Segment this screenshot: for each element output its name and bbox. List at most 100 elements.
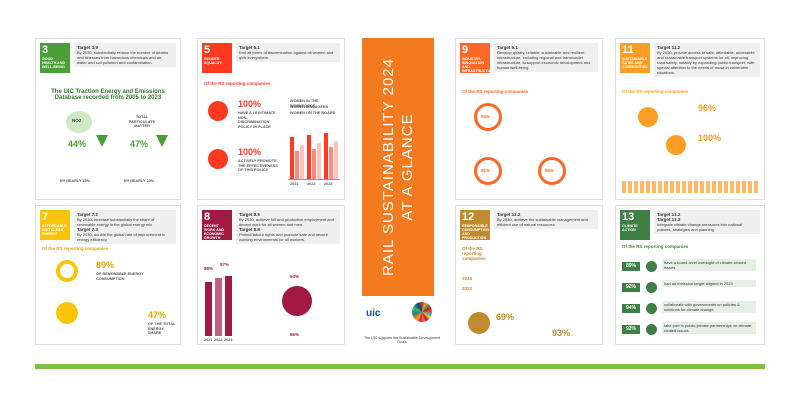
bar-chart — [288, 129, 340, 180]
stat1: 94% — [481, 114, 491, 119]
stat2-text: OF THE TOTAL ENERGY SHARE — [148, 322, 176, 336]
stat1: 89% — [96, 260, 115, 270]
year: 2023 — [324, 182, 333, 186]
bar — [295, 151, 299, 179]
card-sdg3: 3 GOOD HEALTH AND WELL-BEING Target 3.9 By… — [35, 38, 181, 200]
stat2: 100% — [238, 147, 262, 157]
target-box: Target 3.9 By 2030, substantially reduce … — [74, 43, 176, 67]
stat2-text: ACTIVELY PROMOTE THE EFFECTIVENESS OF TH… — [238, 159, 278, 173]
title-line2: AT A GLANCE — [399, 113, 416, 221]
bar — [329, 147, 333, 179]
stat1: 69% — [496, 312, 515, 322]
legend-2: WOMEN ON THE BOARD — [290, 111, 336, 115]
icon — [646, 261, 657, 272]
stat-row: 92% had an emission target aligned in 202… — [622, 279, 758, 295]
icon — [646, 282, 657, 293]
icon — [638, 107, 658, 127]
icon — [56, 260, 78, 282]
reporting-label: Of the RS reporting companies — [42, 246, 109, 251]
target-text: Protect labour rights and promote safe a… — [239, 232, 328, 242]
bottom-band — [35, 364, 765, 369]
sdg-badge: 7 AFFORDABLE AND CLEAN ENERGY — [40, 210, 70, 240]
title-panel: RAIL SUSTAINABILITY 2024 AT A GLANCE — [362, 38, 434, 296]
stat2: 93% — [552, 328, 571, 338]
target: Target 3.9 — [77, 45, 98, 50]
card-sdg13: 13 CLIMATE ACTION Target 13.2 Target 13.3 I… — [615, 205, 765, 345]
no2-value: 44% — [68, 139, 87, 149]
sdg-name: CLIMATE ACTION — [622, 224, 638, 232]
no2-note: BY NEARLY 15% — [60, 179, 91, 183]
stat3: 95% — [545, 168, 555, 173]
sdg-number: 7 — [42, 211, 49, 223]
bar — [312, 149, 316, 179]
sdg-name: SUSTAINABLE CITIES AND COMMUNITIES — [622, 57, 648, 69]
stat-value: 92% — [622, 325, 640, 334]
sdg-number: 11 — [622, 44, 634, 56]
stat-text: collaborate with governments on policies… — [662, 301, 756, 313]
card-sdg12: 12 RESPONSIBLE CONSUMPTION AND PRODUCTION… — [455, 205, 603, 345]
icon — [646, 324, 657, 335]
legend-1: WOMEN MANAGERS — [290, 105, 329, 109]
bar — [317, 143, 321, 179]
sdg-number: 3 — [42, 44, 49, 56]
sdg-name: GOOD HEALTH AND WELL-BEING — [42, 57, 65, 69]
sdg-name: GENDER EQUALITY — [204, 57, 223, 65]
sdg-number: 5 — [204, 44, 211, 56]
stat1: 96% — [698, 103, 717, 113]
target-text: Integrate climate change measures into n… — [657, 222, 743, 232]
icon — [666, 135, 686, 155]
target-text: By 2030, double the global rate of impro… — [77, 232, 166, 242]
uic-logo: uic — [366, 308, 381, 319]
target: Target 13.3 — [657, 217, 681, 222]
ring — [474, 103, 502, 131]
pm-note: BY NEARLY 20% — [124, 179, 155, 183]
bars — [204, 274, 234, 336]
card-sdg9: 9 INDUSTRY, INNOVATION AND INFRASTRUCTURE… — [455, 38, 603, 200]
stat-row: 94% collaborate with governments on polic… — [622, 300, 758, 316]
target: Target 7.3 — [77, 227, 98, 232]
target: Target 7.2 — [77, 212, 98, 217]
sdg-name: RESPONSIBLE CONSUMPTION AND PRODUCTION — [462, 224, 489, 240]
icon — [468, 312, 490, 334]
target-text: By 2030, achieve the sustainable managem… — [497, 217, 588, 227]
year: 2023 — [224, 338, 233, 342]
stat-row: 89% have a board-level oversight of clima… — [622, 258, 758, 274]
pm-value: 47% — [130, 139, 149, 149]
stat-value: 89% — [622, 262, 640, 271]
target: Target 11.2 — [657, 45, 681, 50]
stat1: 88% — [204, 266, 214, 271]
sdg-wheel — [412, 302, 432, 322]
target-text: By 2030, provide access to safe, afforda… — [657, 50, 755, 75]
year: 2022 — [214, 338, 223, 342]
year1: 2023 — [462, 276, 473, 281]
target: Target 8.5 — [239, 212, 260, 217]
stat2: 97% — [220, 262, 230, 267]
bar — [215, 278, 222, 336]
target: Target 9.1 — [497, 45, 518, 50]
target-text: By 2030, achieve full and productive emp… — [239, 217, 334, 227]
sdg-number: 13 — [622, 211, 635, 223]
target-text: Develop quality, reliable, sustainable a… — [497, 50, 591, 70]
no2-cloud — [66, 111, 92, 133]
footer-note: The UIC supports the Sustainable Develop… — [363, 336, 441, 344]
target-box: Target 11.2 By 2030, provide access to sa… — [654, 43, 760, 77]
bar — [225, 276, 232, 336]
stat2: 100% — [698, 133, 722, 143]
stat1-text: HAVE A LEGITIMATE NON-DISCRIMINATION POL… — [238, 111, 276, 129]
stat4: 86% — [290, 332, 300, 337]
target-box: Target 12.2 By 2030, achieve the sustaina… — [494, 210, 598, 229]
target: Target 12.2 — [497, 212, 521, 217]
sdg-name: DECENT WORK AND ECONOMIC GROWTH — [204, 224, 225, 240]
title-line1: RAIL SUSTAINABILITY 2024 — [380, 58, 397, 276]
bar — [205, 282, 212, 336]
sdg-name: INDUSTRY, INNOVATION AND INFRASTRUCTURE — [462, 57, 496, 73]
sdg-badge: 12 RESPONSIBLE CONSUMPTION AND PRODUCTION — [460, 210, 490, 240]
hub — [282, 286, 312, 316]
icon — [208, 149, 228, 169]
target-box: Target 13.2 Target 13.3 Integrate climate … — [654, 210, 760, 234]
bar — [324, 133, 328, 179]
target-box: Target 5.1 End all forms of discriminatio… — [236, 43, 340, 62]
stat-text: had an emission target aligned in 2023 — [662, 280, 756, 287]
card-sdg7: 7 AFFORDABLE AND CLEAN ENERGY Target 7.2 B… — [35, 205, 181, 345]
